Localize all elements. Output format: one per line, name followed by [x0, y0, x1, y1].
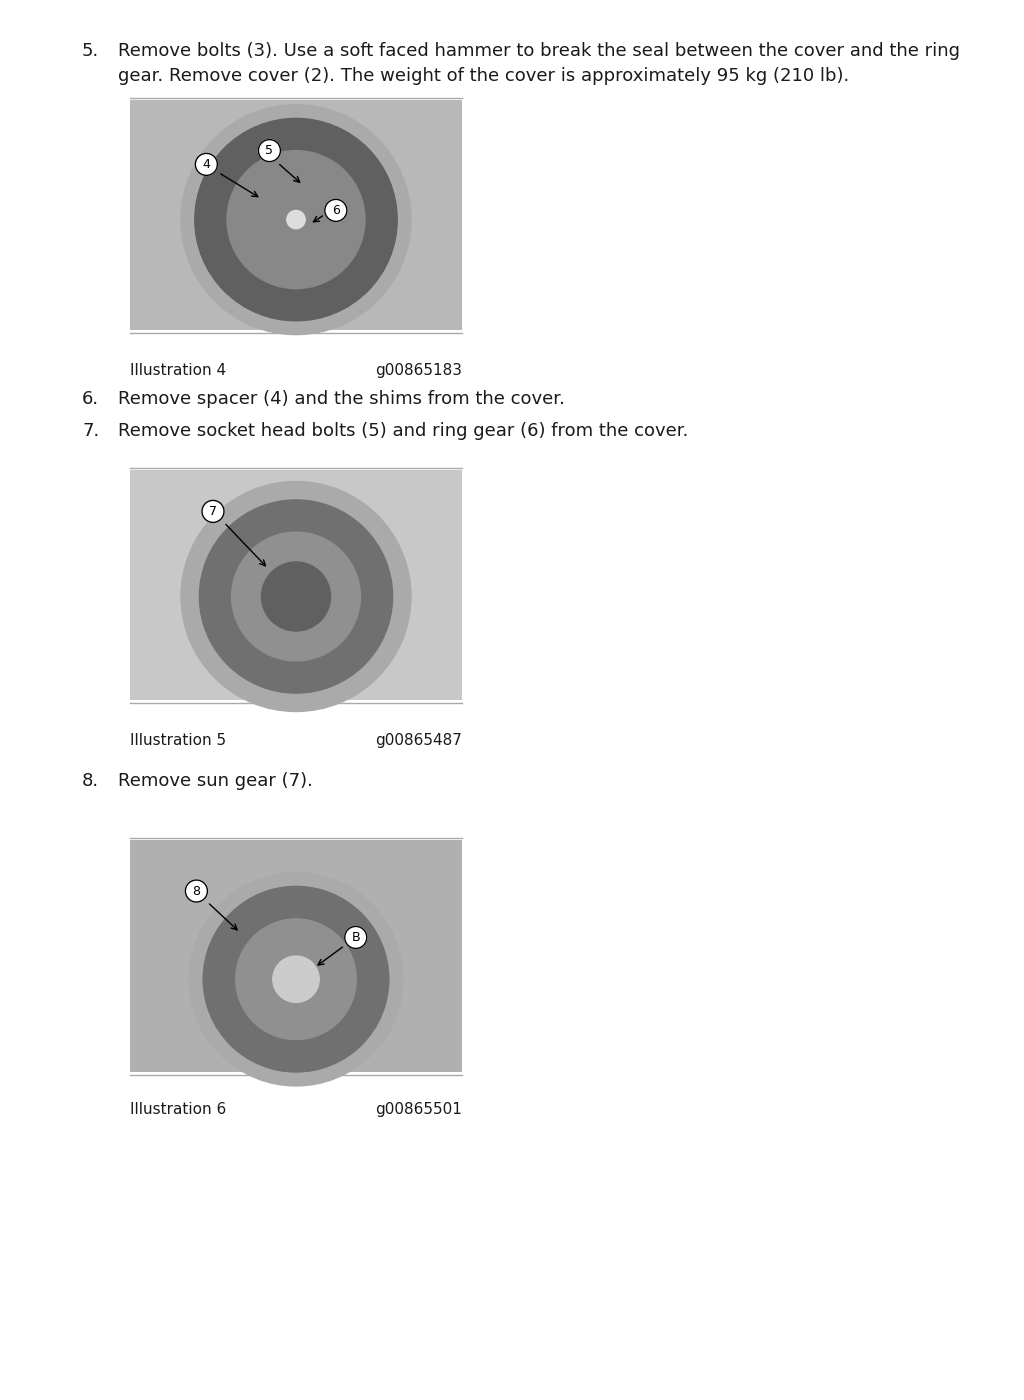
Circle shape — [231, 532, 360, 661]
Circle shape — [272, 956, 319, 1002]
Text: Illustration 6: Illustration 6 — [130, 1102, 226, 1117]
Text: Remove bolts (3). Use a soft faced hammer to break the seal between the cover an: Remove bolts (3). Use a soft faced hamme… — [118, 42, 961, 85]
Circle shape — [189, 872, 402, 1086]
Circle shape — [195, 119, 397, 321]
Bar — [130, 470, 462, 700]
Circle shape — [258, 140, 281, 161]
Text: Remove sun gear (7).: Remove sun gear (7). — [118, 771, 313, 790]
Text: 8.: 8. — [82, 771, 99, 790]
Text: 8: 8 — [193, 885, 201, 897]
Text: 7.: 7. — [82, 421, 99, 440]
Circle shape — [227, 151, 365, 288]
Text: Illustration 4: Illustration 4 — [130, 363, 226, 378]
Text: g00865183: g00865183 — [375, 363, 462, 378]
Text: Remove spacer (4) and the shims from the cover.: Remove spacer (4) and the shims from the… — [118, 391, 565, 407]
Bar — [130, 840, 462, 1072]
Circle shape — [202, 500, 224, 522]
Circle shape — [287, 210, 305, 228]
Text: 5: 5 — [265, 144, 273, 157]
Text: B: B — [351, 931, 360, 944]
Circle shape — [185, 881, 208, 902]
Circle shape — [200, 500, 392, 693]
Text: Remove socket head bolts (5) and ring gear (6) from the cover.: Remove socket head bolts (5) and ring ge… — [118, 421, 688, 440]
Text: g00865501: g00865501 — [375, 1102, 462, 1117]
Circle shape — [325, 199, 347, 221]
Circle shape — [203, 886, 389, 1072]
Circle shape — [236, 918, 356, 1040]
Text: Illustration 5: Illustration 5 — [130, 734, 226, 748]
Text: 6.: 6. — [82, 391, 99, 407]
Text: 7: 7 — [209, 505, 217, 518]
Circle shape — [345, 927, 367, 948]
Text: g00865487: g00865487 — [375, 734, 462, 748]
Circle shape — [181, 105, 411, 335]
Text: 4: 4 — [203, 158, 210, 171]
Text: 6: 6 — [332, 204, 340, 217]
Circle shape — [261, 561, 331, 631]
Bar — [130, 99, 462, 330]
Circle shape — [181, 482, 411, 711]
Text: 5.: 5. — [82, 42, 99, 60]
Circle shape — [196, 154, 217, 175]
